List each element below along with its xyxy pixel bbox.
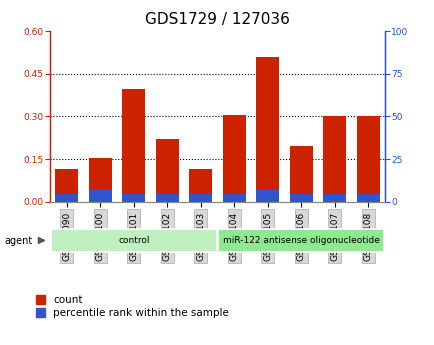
Bar	[55, 169, 78, 202]
Text: miR-122 antisense oligonucleotide: miR-122 antisense oligonucleotide	[222, 236, 379, 245]
Bar	[155, 194, 178, 202]
Text: agent: agent	[4, 236, 33, 246]
Bar	[122, 89, 145, 202]
Bar	[51, 229, 216, 252]
Text: GDS1729 / 127036: GDS1729 / 127036	[145, 12, 289, 27]
Bar	[189, 169, 212, 202]
Bar	[289, 146, 312, 202]
Text: control: control	[118, 236, 149, 245]
Legend: count, percentile rank within the sample: count, percentile rank within the sample	[36, 295, 229, 318]
Bar	[218, 229, 383, 252]
Bar	[222, 115, 245, 202]
Bar	[55, 194, 78, 202]
Bar	[89, 158, 112, 202]
Bar	[356, 117, 379, 202]
Bar	[155, 139, 178, 202]
Bar	[89, 189, 112, 202]
Bar	[256, 189, 279, 202]
Bar	[122, 194, 145, 202]
Bar	[356, 194, 379, 202]
Bar	[322, 194, 345, 202]
Bar	[322, 117, 345, 202]
Bar	[289, 194, 312, 202]
Bar	[256, 57, 279, 202]
Bar	[189, 194, 212, 202]
Bar	[222, 194, 245, 202]
